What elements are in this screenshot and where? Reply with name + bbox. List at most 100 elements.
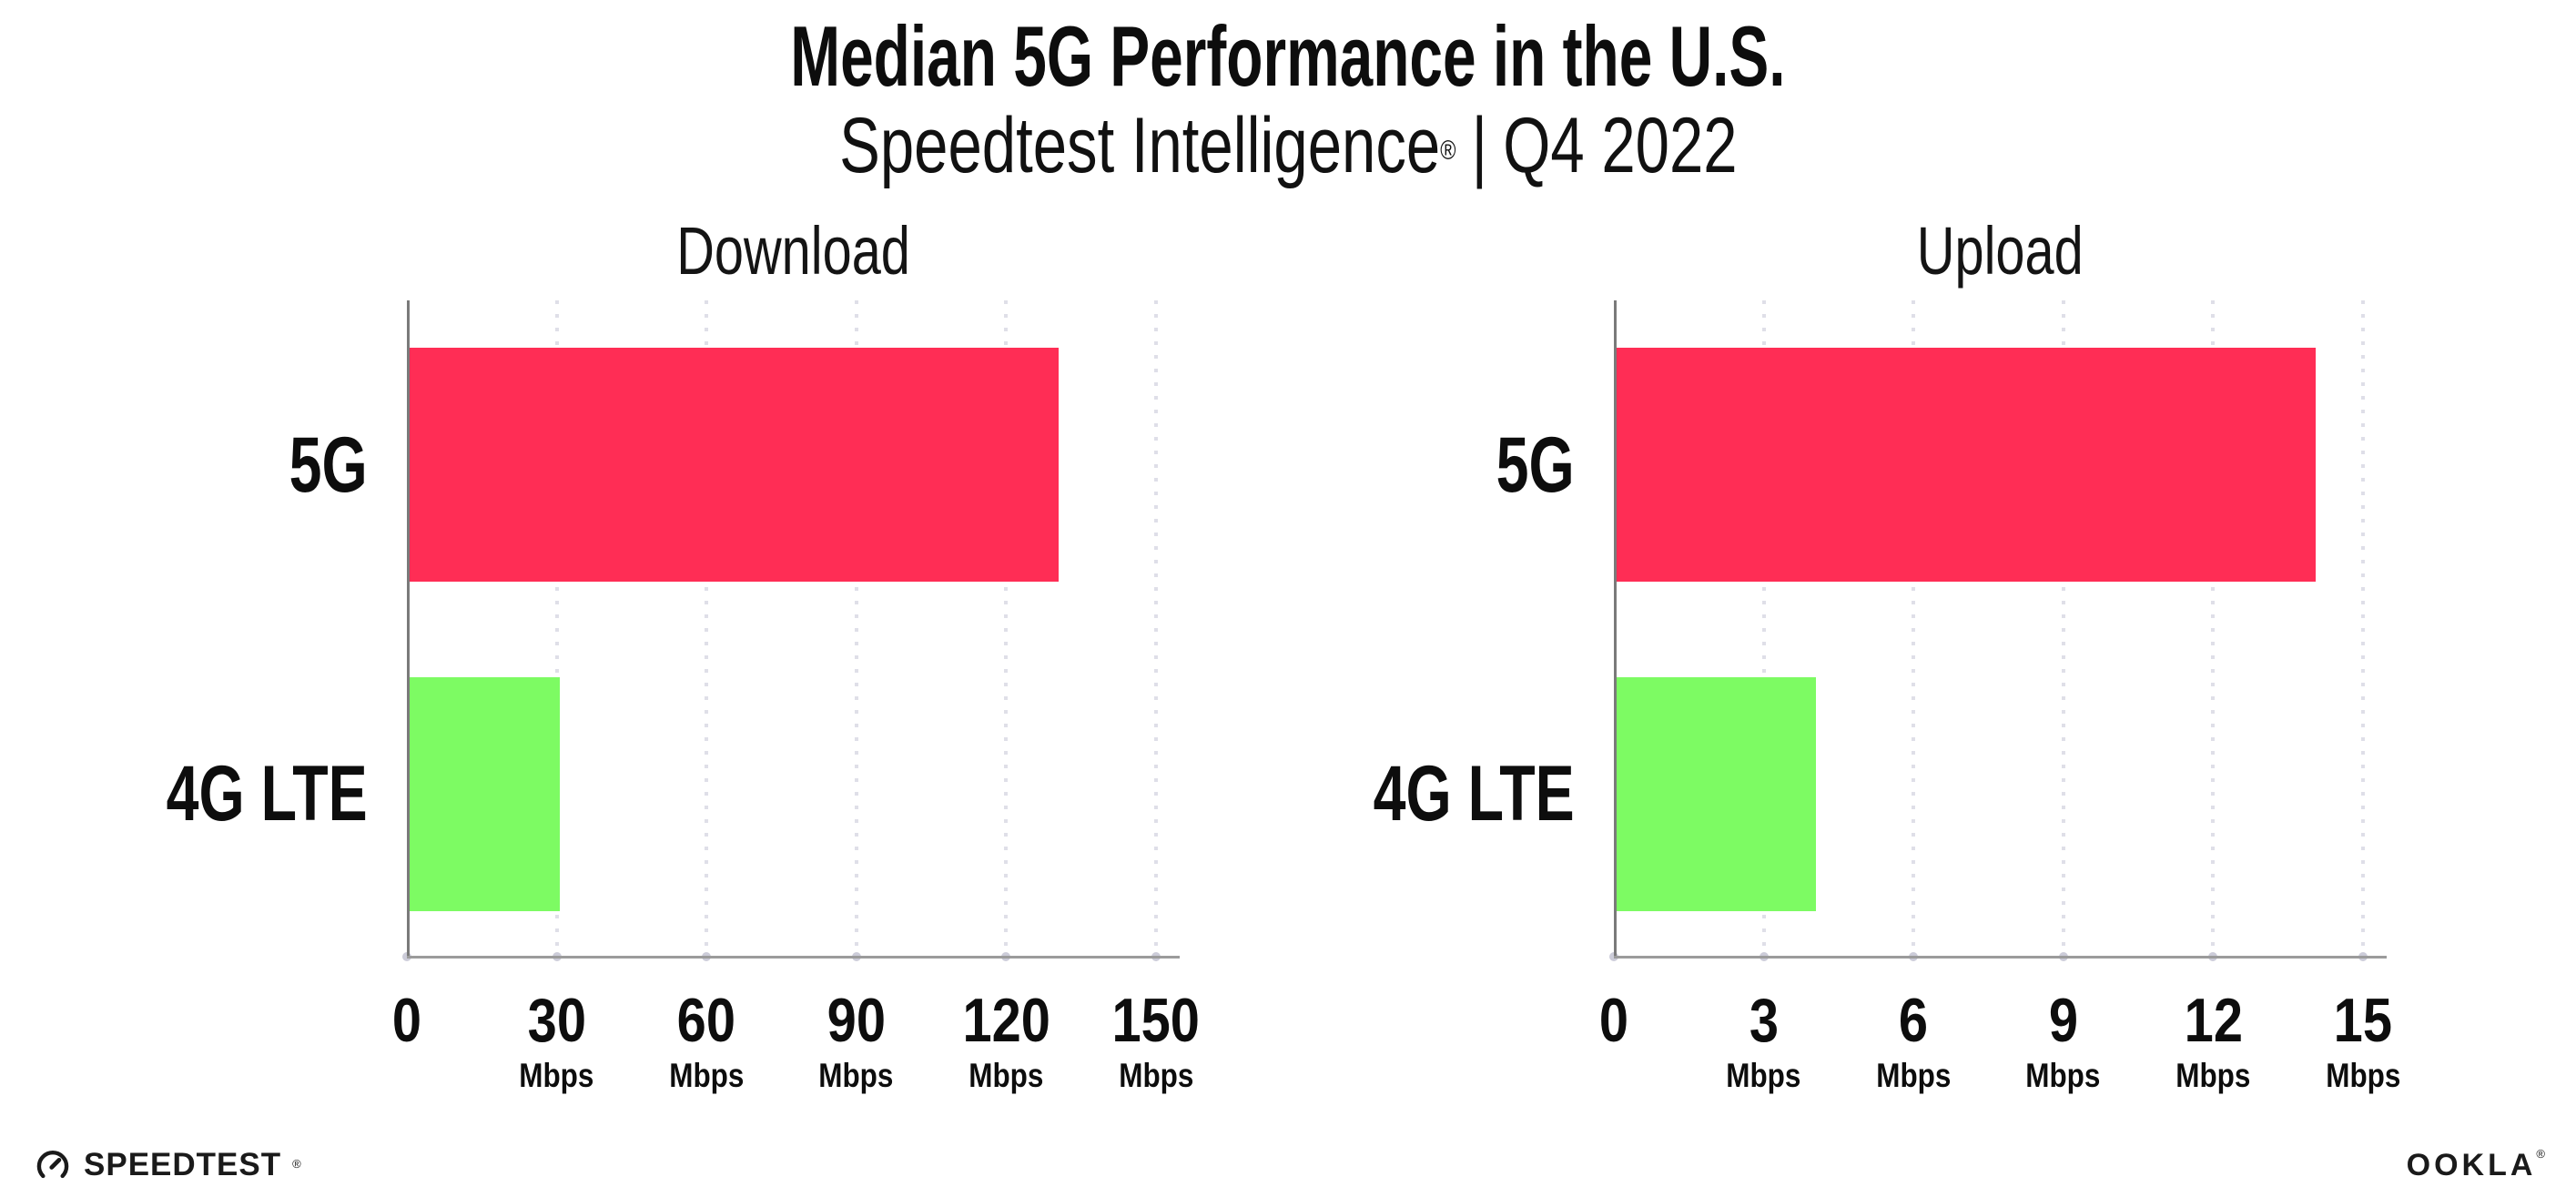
x-tick-value: 9 — [2046, 986, 2081, 1055]
subtitle-product: Speedtest Intelligence — [838, 102, 1440, 189]
x-tick-unit: Mbps — [2122, 1059, 2304, 1093]
registered-trademark-symbol: ® — [1439, 136, 1456, 166]
page-subtitle: Speedtest Intelligence® | Q4 2022 — [0, 102, 2576, 189]
bar-5g — [1617, 348, 2317, 583]
ookla-logo: OOKLA® — [2406, 1147, 2545, 1182]
x-tick-value-text: 12 — [2184, 986, 2243, 1055]
x-tick-value-text: 3 — [1749, 986, 1779, 1055]
x-tick-unit: Mbps — [1673, 1059, 1855, 1093]
y-axis-line — [1614, 300, 1617, 959]
x-tick-value: 150 — [1104, 986, 1207, 1055]
x-tick-unit-text: Mbps — [969, 1057, 1044, 1094]
speedtest-wordmark: SPEEDTEST — [84, 1147, 282, 1182]
x-tick-value-text: 90 — [827, 986, 886, 1055]
category-label-text: 5G — [1496, 421, 1575, 509]
page-title: Median 5G Performance in the U.S. — [0, 9, 2576, 104]
x-tick-value-text: 60 — [677, 986, 736, 1055]
x-tick-unit-text: Mbps — [669, 1057, 745, 1094]
x-tick-value-text: 150 — [1111, 986, 1201, 1055]
x-tick-value: 3 — [1747, 986, 1781, 1055]
gridline-90 — [854, 300, 858, 957]
x-tick-unit-text: Mbps — [2025, 1057, 2101, 1094]
gridline-3 — [1761, 300, 1766, 957]
bar-4g-lte — [1617, 676, 1817, 911]
x-tick-label-6: 6 Mbps — [1822, 989, 2004, 1093]
x-tick-unit-text: Mbps — [1876, 1057, 1952, 1094]
x-tick-label-15: 15 Mbps — [2272, 989, 2454, 1093]
x-tick-label-12: 12 Mbps — [2122, 989, 2304, 1093]
speedtest-logo: SPEEDTEST ® — [33, 1145, 301, 1185]
gridline-9 — [2061, 300, 2065, 957]
gridline-12 — [2211, 300, 2216, 957]
x-tick-unit: Mbps — [1065, 1059, 1247, 1093]
x-tick-unit: Mbps — [615, 1059, 797, 1093]
bar-4g-lte — [410, 676, 560, 911]
category-label-text: 4G LTE — [1373, 750, 1575, 838]
upload-chart-title-text: Upload — [1917, 213, 2084, 289]
category-label-text: 4G LTE — [166, 750, 368, 838]
x-tick-value-text: 0 — [391, 986, 422, 1055]
x-tick-unit: Mbps — [915, 1059, 1097, 1093]
category-label-4g-lte: 4G LTE — [67, 746, 368, 841]
x-tick-label-60: 60 Mbps — [615, 989, 797, 1093]
upload-chart-title: Upload — [1614, 215, 2387, 288]
gridline-150 — [1154, 300, 1158, 957]
x-tick-value-text: 30 — [527, 986, 586, 1055]
x-tick-value: 0 — [1597, 986, 1631, 1055]
x-tick-unit: Mbps — [766, 1059, 948, 1093]
gridline-120 — [1004, 300, 1009, 957]
x-tick-label-30: 30 Mbps — [466, 989, 648, 1093]
gridline-6 — [1912, 300, 1916, 957]
category-label-5g: 5G — [1274, 418, 1575, 512]
x-tick-value-text: 120 — [962, 986, 1050, 1055]
gridline-30 — [554, 300, 559, 957]
category-label-4g-lte: 4G LTE — [1274, 746, 1575, 841]
x-tick-value: 12 — [2179, 986, 2248, 1055]
speedtest-trademark-symbol: ® — [292, 1156, 301, 1171]
x-tick-unit-text: Mbps — [2175, 1057, 2251, 1094]
x-axis-line — [407, 956, 1180, 959]
x-tick-unit: Mbps — [2272, 1059, 2454, 1093]
gridline-15 — [2361, 300, 2365, 957]
x-tick-value: 30 — [522, 986, 592, 1055]
download-chart-title-text: Download — [676, 213, 910, 289]
x-tick-unit-text: Mbps — [818, 1057, 894, 1094]
x-tick-label-9: 9 Mbps — [1973, 989, 2155, 1093]
download-chart: Download 0 30 Mbps 60 Mbps 90 Mbps 120 Mbps 150 Mb… — [167, 0, 1200, 1197]
x-tick-value: 0 — [390, 986, 424, 1055]
x-tick-value-text: 9 — [2048, 986, 2078, 1055]
x-tick-value: 15 — [2328, 986, 2398, 1055]
x-axis-line — [1614, 956, 2387, 959]
x-tick-unit-text: Mbps — [519, 1057, 594, 1094]
ookla-wordmark: OOKLA — [2406, 1148, 2537, 1182]
x-tick-label-120: 120 Mbps — [915, 989, 1097, 1093]
page-title-text: Median 5G Performance in the U.S. — [790, 8, 1786, 104]
download-plot-area: 0 30 Mbps 60 Mbps 90 Mbps 120 Mbps 150 Mbps — [392, 300, 1200, 1093]
x-tick-label-90: 90 Mbps — [766, 989, 948, 1093]
x-tick-value: 120 — [955, 986, 1058, 1055]
category-label-5g: 5G — [67, 418, 368, 512]
bar-5g — [410, 348, 1060, 583]
upload-plot-area: 0 3 Mbps 6 Mbps 9 Mbps 12 Mbps 15 Mbps — [1599, 300, 2400, 1093]
y-axis-line — [407, 300, 410, 959]
ookla-trademark-symbol: ® — [2536, 1147, 2545, 1161]
x-tick-unit-text: Mbps — [1726, 1057, 1801, 1094]
download-chart-title: Download — [407, 215, 1180, 288]
x-tick-unit: Mbps — [1822, 1059, 2004, 1093]
x-tick-value-text: 0 — [1598, 986, 1629, 1055]
x-tick-value: 6 — [1896, 986, 1931, 1055]
category-label-text: 5G — [289, 421, 368, 509]
gridline-60 — [705, 300, 709, 957]
subtitle-period: Q4 2022 — [1502, 102, 1738, 189]
x-tick-unit: Mbps — [466, 1059, 648, 1093]
x-tick-label-0: 0 — [316, 989, 498, 1051]
upload-chart: Upload 0 3 Mbps 6 Mbps 9 Mbps 12 Mbps 15 Mbps 5G 4G… — [1374, 0, 2400, 1197]
x-tick-value-text: 6 — [1899, 986, 1929, 1055]
x-tick-label-3: 3 Mbps — [1673, 989, 1855, 1093]
x-tick-unit: Mbps — [1973, 1059, 2155, 1093]
x-tick-value: 90 — [822, 986, 891, 1055]
x-tick-label-150: 150 Mbps — [1065, 989, 1247, 1093]
x-tick-label-0: 0 — [1523, 989, 1705, 1051]
x-tick-unit-text: Mbps — [1118, 1057, 1194, 1094]
